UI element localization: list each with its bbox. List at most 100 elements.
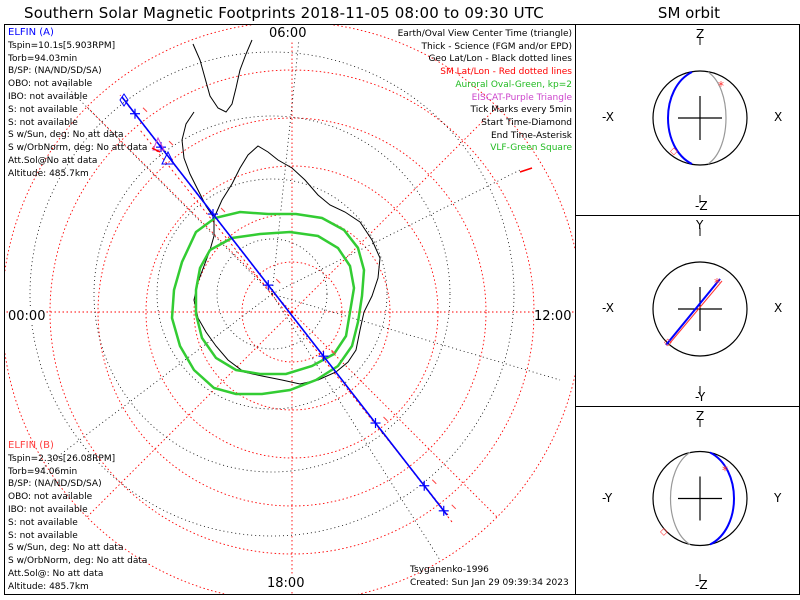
- credit: Tsyganenko-1996: [410, 565, 489, 575]
- probe-b-line: OBO: not available: [8, 492, 93, 503]
- probe-b-line: Altitude: 485.7km: [8, 581, 89, 592]
- auroral-oval: [170, 210, 366, 396]
- orbit-start-diamond: ◇: [660, 527, 668, 538]
- probe-b-line: S w/Sun, deg: No att data: [8, 543, 124, 554]
- trajectory-tick: [438, 505, 449, 516]
- probe-a-line: S w/Sun, deg: No att data: [8, 130, 124, 141]
- trajectory-tick: [318, 351, 329, 362]
- probe-b-line: S w/OrbNorm, deg: No att data: [8, 556, 148, 567]
- trajectory-tick-b: [383, 416, 388, 422]
- orbit-end-asterisk: *: [718, 79, 724, 93]
- orbit-a-path: [665, 278, 721, 346]
- legend-item: Start Time-Diamond: [481, 117, 572, 128]
- orbit-axis-label-left: -Y: [602, 490, 613, 505]
- orbit-title: SM orbit: [657, 4, 721, 22]
- created-timestamp: Created: Sun Jan 29 09:39:34 2023: [410, 578, 569, 588]
- probe-a-line: OBO: not available: [8, 79, 93, 90]
- page-title: Southern Solar Magnetic Footprints 2018-…: [24, 4, 544, 22]
- legend-item: SM Lat/Lon - Red dotted lines: [440, 67, 572, 78]
- orbit-axis-label-right: X: [774, 110, 783, 124]
- probe-a-info: ELFIN (A) Tspin=10.1s[5.903RPM] Torb=94.0…: [8, 27, 147, 181]
- probe-a-line: S w/OrbNorm, deg: No att data: [8, 143, 148, 154]
- probe-b-lines: Tspin=2.30s[26.08RPM] Torb=94.06min B/SP: …: [8, 453, 147, 594]
- trajectory-tick: [419, 480, 430, 491]
- legend: Earth/Oval View Center Time (triangle) Th…: [398, 28, 572, 155]
- probe-a-line: S: not available: [8, 104, 78, 115]
- trajectory-tick: [370, 418, 381, 429]
- orbit-separator-1: [576, 215, 800, 216]
- polar-map: [5, 25, 575, 594]
- probe-b-line: IBO: not available: [8, 504, 88, 515]
- trajectory-tick: [130, 108, 140, 119]
- probe-a-line: IBO: not available: [8, 91, 88, 102]
- map-frame: [4, 24, 576, 595]
- probe-a-line: Torb=94.03min: [8, 53, 78, 64]
- probe-a-lines: Tspin=10.1s[5.903RPM] Torb=94.03min B/SP: …: [8, 40, 147, 181]
- lt-label-top: 06:00: [269, 26, 307, 41]
- probe-b-line: Tspin=2.30s[26.08RPM]: [8, 453, 116, 464]
- probe-a-line: Tspin=10.1s[5.903RPM]: [8, 40, 116, 51]
- orbit-start-diamond: ◇: [670, 146, 678, 157]
- lt-label-right: 12:00: [534, 309, 572, 324]
- legend-item: Tick Marks every 5min: [470, 105, 572, 116]
- orbit-separator-2: [576, 406, 800, 407]
- orbit-axis-label-top: Z: [696, 409, 705, 423]
- probe-a-line: S: not available: [8, 117, 78, 128]
- trajectory-tick-b: [451, 504, 457, 510]
- orbit-axis-label-right: Y: [774, 490, 782, 505]
- orbit-axis-label-bottom: -Y: [695, 390, 706, 404]
- south-america-coast: [192, 39, 253, 113]
- orbit-panel-xy: *◇: [652, 228, 748, 394]
- probe-b-line: B/SP: (NA/ND/SD/SA): [8, 479, 102, 490]
- orbit-a-path: [667, 71, 693, 165]
- orbit-end-asterisk: *: [714, 276, 720, 290]
- earth-circle: [652, 261, 748, 357]
- orbit-b-path: [669, 280, 723, 344]
- lt-label-bottom: 18:00: [267, 576, 305, 591]
- legend-item: VLF-Green Square: [490, 143, 572, 154]
- trajectory-tick-b: [168, 140, 174, 146]
- antarctica-coastline: [193, 145, 381, 385]
- orbit-panel-yz: *◇: [652, 419, 748, 582]
- orbit-axis-label-right: X: [774, 301, 783, 315]
- eiscat-triangle: [152, 136, 165, 151]
- station-marker-right: [519, 167, 533, 173]
- legend-item: Thick - Science (FGM and/or EPD): [421, 41, 572, 52]
- trajectory-tick: [208, 209, 218, 220]
- orbit-a-back: [669, 451, 691, 546]
- orbit-axis-label-top: Z: [696, 27, 705, 41]
- trajectory-tick-b: [431, 479, 437, 485]
- legend-item: Auroral Oval-Green, kp=2: [455, 79, 572, 90]
- elfin-a-trajectory: [121, 96, 457, 516]
- probe-b-info: ELFIN (B) Tspin=2.30s[26.08RPM] Torb=94.0…: [8, 440, 147, 594]
- geo-grid: [29, 29, 561, 561]
- probe-a-line: B/SP: (NA/ND/SD/SA): [8, 66, 102, 77]
- start-diamond: [119, 93, 129, 107]
- probe-b-name: ELFIN (B): [8, 440, 54, 451]
- orbit-axis-label-bottom: -Z: [695, 578, 708, 592]
- probe-a-line: Altitude: 485.7km: [8, 168, 89, 179]
- probe-a-name: ELFIN (A): [8, 27, 54, 38]
- trajectory-tick: [263, 280, 274, 291]
- orbit-a-path: [709, 451, 735, 546]
- probe-b-line: S: not available: [8, 517, 78, 528]
- orbit-axis-label-left: -X: [602, 110, 614, 124]
- probe-b-line: Att.Sol@: No att data: [8, 568, 104, 579]
- orbit-panel-xz: *◇: [652, 37, 748, 203]
- legend-item: Geo Lat/Lon - Black dotted lines: [428, 54, 572, 65]
- probe-a-line: Att.Sol@No att data: [8, 155, 98, 166]
- lt-label-left: 00:00: [8, 309, 46, 324]
- legend-item: EISCAT-Purple Triangle: [471, 92, 572, 103]
- orbit-axis-label-top: Y: [696, 218, 704, 232]
- trajectory-tick-b: [220, 207, 226, 213]
- orbit-a-back: [707, 71, 727, 165]
- earth-circle: [652, 70, 748, 166]
- probe-b-line: S: not available: [8, 530, 78, 541]
- legend-item: End Time-Asterisk: [490, 130, 572, 141]
- view-center-triangle: [161, 150, 175, 165]
- orbit-axis-label-left: -X: [602, 301, 614, 315]
- orbit-end-asterisk: *: [722, 464, 728, 478]
- trajectory-tick-b: [142, 107, 148, 113]
- orbit-start-diamond: ◇: [664, 337, 672, 348]
- orbit-axis-label-bottom: -Z: [695, 199, 708, 213]
